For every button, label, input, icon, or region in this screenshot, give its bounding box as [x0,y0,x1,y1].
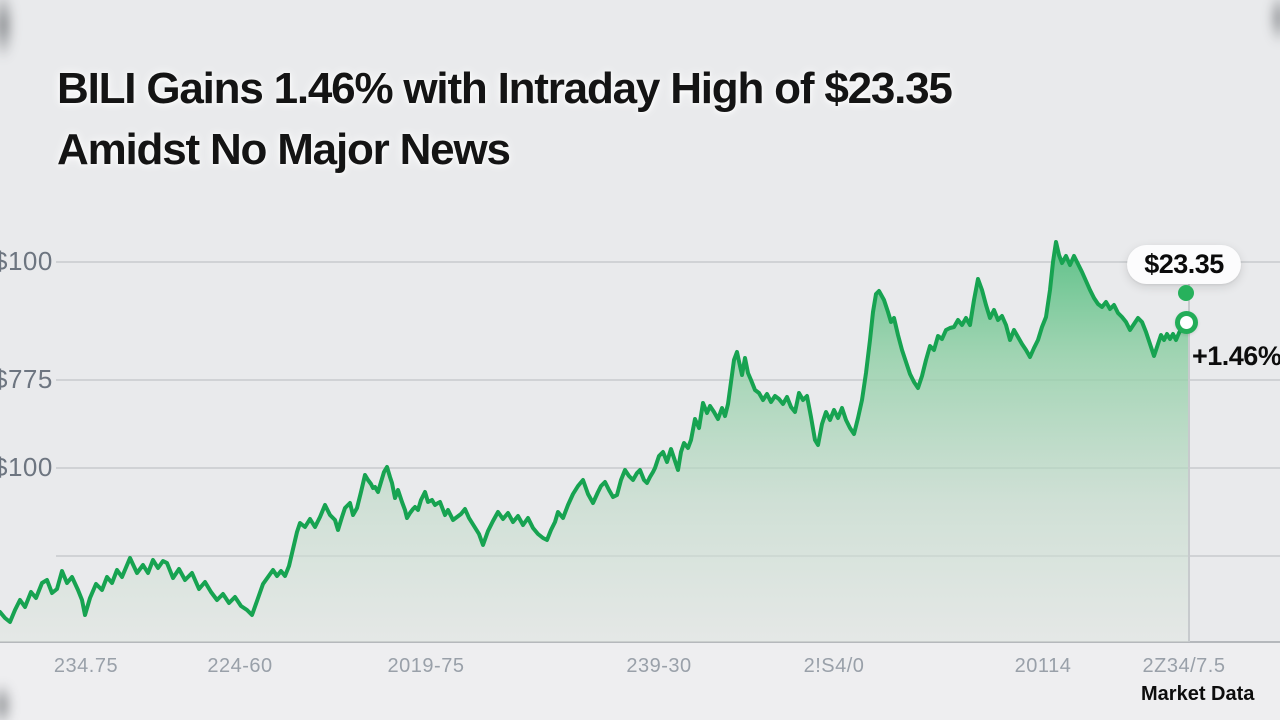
x-tick-label: 224-60 [207,655,273,677]
x-tick-label: 239-30 [626,655,692,677]
price-callout-value: $23.35 [1144,249,1224,279]
data-source-label: Market Data [1141,683,1255,705]
y-tick-label: $775 [0,363,53,394]
headline: BILI Gains 1.46% with Intraday High of $… [57,58,1197,180]
price-callout-pill: $23.35 [1127,245,1241,284]
x-tick-label: 2Z34/7.5 [1142,655,1226,677]
x-tick-label: 234.75 [53,655,119,677]
headline-line-1: BILI Gains 1.46% with Intraday High of $… [57,64,953,113]
price-line [0,240,1188,624]
y-tick-label: $100 [0,451,53,482]
y-tick-label: $100 [0,245,53,276]
percent-change-label: +1.46% [1192,341,1280,371]
below-axis-band [0,643,1280,720]
price-area-fill [0,242,1189,642]
x-tick-label: 2!S4/0 [803,655,865,677]
x-tick-label: 20114 [1014,655,1072,677]
x-tick-label: 2019-75 [387,655,465,677]
last-price-ring-marker [1175,311,1198,334]
headline-line-2: Amidst No Major News [57,125,511,174]
callout-dot-marker [1178,285,1194,301]
